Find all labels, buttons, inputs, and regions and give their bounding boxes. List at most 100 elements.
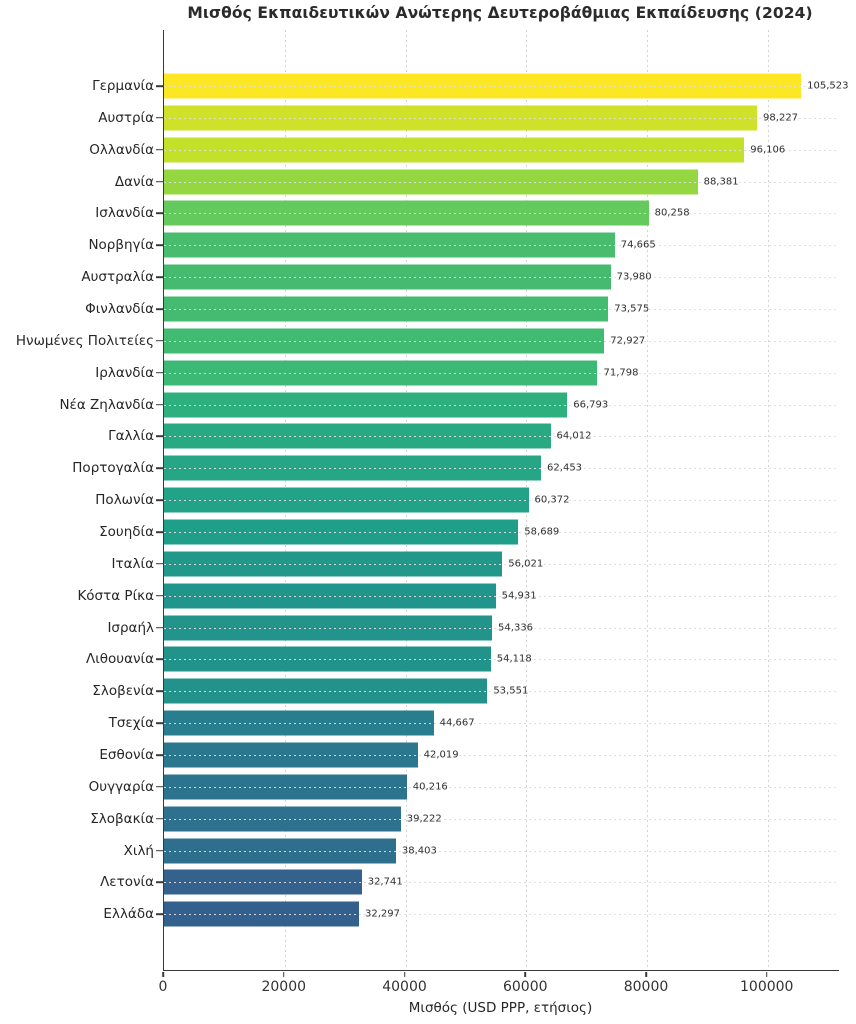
y-tick-label: Γαλλία: [108, 428, 154, 445]
bar-row: 54,118 Λιθουανία: [86, 643, 839, 675]
y-gridline: [164, 181, 839, 183]
bar-row: 66,793 Νέα Ζηλανδία: [59, 389, 839, 421]
y-tick-label: Πορτογαλία: [72, 460, 154, 477]
y-tick-label: Σλοβακία: [90, 810, 154, 827]
y-tick-label: Ισλανδία: [95, 205, 154, 222]
y-tick-label: Νέα Ζηλανδία: [59, 396, 154, 413]
y-gridline: [164, 914, 839, 916]
y-tick-mark: [156, 658, 163, 661]
y-tick-mark: [156, 116, 163, 119]
bar-row: 40,216 Ουγγαρία: [89, 771, 839, 803]
bar-row: 32,297 Ελλάδα: [103, 898, 839, 930]
y-tick-label: Αυστρία: [98, 109, 154, 126]
y-tick-label: Ελλάδα: [103, 906, 154, 923]
y-tick-label: Κόστα Ρίκα: [77, 587, 154, 604]
bar-row: 98,227 Αυστρία: [98, 102, 839, 134]
y-tick-mark: [156, 85, 163, 87]
y-tick-mark: [156, 786, 163, 788]
bar-value-label: 62,453: [547, 462, 583, 474]
y-tick-mark: [156, 499, 163, 501]
bar-value-label: 53,551: [493, 685, 529, 697]
bar-row: 44,667 Τσεχία: [109, 707, 839, 739]
bar-value-label: 56,021: [508, 558, 544, 570]
bar-value-label: 32,297: [365, 908, 400, 920]
y-tick-mark: [156, 913, 163, 916]
bar-value-label: 105,523: [807, 80, 849, 92]
y-gridline: [164, 117, 839, 119]
x-axis: 0 20000 40000 60000 80000 100000: [159, 971, 838, 1006]
bar-value-label: 39,222: [406, 813, 442, 825]
y-tick-label: Εσθονία: [99, 746, 154, 763]
bar-value-label: 32,741: [367, 876, 403, 888]
y-tick-label: Σουηδία: [99, 523, 154, 540]
y-tick-mark: [156, 722, 163, 724]
y-gridline: [164, 882, 839, 884]
y-gridline: [164, 372, 839, 374]
bar-row: 96,106 Ολλανδία: [89, 134, 839, 166]
y-tick-mark: [156, 563, 163, 565]
x-tick-mark: [645, 971, 647, 977]
bar-row: 56,021 Ιταλία: [112, 548, 839, 580]
y-tick-label: Πολωνία: [95, 492, 154, 509]
y-gridline: [164, 754, 839, 756]
x-tick-mark: [765, 971, 768, 977]
bar-row: 39,222 Σλοβακία: [90, 803, 839, 835]
bar-row: 64,012 Γαλλία: [108, 420, 839, 452]
y-tick-mark: [156, 180, 163, 183]
bar-value-label: 72,927: [610, 335, 646, 347]
bar-row: 105,523 Γερμανία: [92, 70, 848, 102]
y-gridline: [164, 818, 839, 820]
y-gridline: [164, 627, 839, 629]
bar-value-label: 54,336: [498, 622, 534, 634]
bar-value-label: 58,689: [524, 526, 560, 538]
bar-row: 73,575 Φινλανδία: [85, 293, 839, 325]
bar-value-label: 73,575: [614, 303, 650, 315]
x-tick-label: 40000: [382, 978, 427, 995]
y-tick-label: Ιταλία: [111, 555, 154, 572]
y-tick-mark: [156, 594, 163, 597]
y-gridline: [164, 149, 839, 151]
y-gridline: [164, 213, 839, 215]
y-tick-mark: [156, 403, 163, 406]
y-tick-label: Ισραήλ: [107, 619, 154, 636]
y-tick-mark: [156, 244, 163, 247]
y-gridline: [164, 595, 839, 597]
bar-row: 32,741 Λετονία: [100, 866, 839, 898]
bar-value-label: 80,258: [654, 207, 690, 219]
bar-value-label: 54,931: [501, 590, 537, 602]
y-gridline: [164, 277, 839, 279]
y-tick-label: Σλοβενία: [92, 683, 154, 700]
y-gridline: [164, 691, 839, 693]
plot-area: 105,523 Γερμανία 98,227 Αυστρία 96,106 Ολλανδ…: [16, 30, 848, 971]
y-gridline: [164, 531, 839, 533]
bar-row: 54,336 Ισραήλ: [107, 612, 839, 644]
bar-value-label: 44,667: [439, 717, 475, 729]
y-tick-mark: [156, 690, 163, 693]
bar-row: 58,689 Σουηδία: [99, 516, 839, 548]
y-tick-label: Λετονία: [100, 874, 154, 891]
y-tick-mark: [156, 626, 163, 629]
y-tick-label: Αυστραλία: [81, 269, 154, 286]
y-gridline: [164, 563, 839, 565]
y-tick-label: Λιθουανία: [85, 651, 154, 668]
y-tick-mark: [156, 754, 163, 756]
y-tick-mark: [156, 276, 163, 278]
bar-value-label: 40,216: [412, 781, 448, 793]
y-tick-label: Ολλανδία: [89, 141, 154, 158]
y-gridline: [164, 85, 839, 87]
bar-value-label: 42,019: [423, 749, 459, 761]
x-tick-label: 20000: [261, 978, 307, 995]
y-tick-label: Ιρλανδία: [95, 364, 154, 381]
x-tick-label: 60000: [502, 978, 548, 995]
x-tick-mark: [403, 971, 406, 977]
bar-value-label: 96,106: [750, 144, 786, 156]
y-tick-mark: [156, 849, 163, 852]
y-tick-mark: [156, 371, 163, 374]
x-tick-label: 80000: [623, 978, 669, 995]
x-tick-mark: [282, 971, 285, 977]
y-tick-mark: [156, 148, 163, 151]
x-tick-mark: [524, 971, 527, 977]
y-tick-mark: [156, 340, 163, 342]
bar-row: 74,665 Νορβηγία: [88, 229, 839, 261]
